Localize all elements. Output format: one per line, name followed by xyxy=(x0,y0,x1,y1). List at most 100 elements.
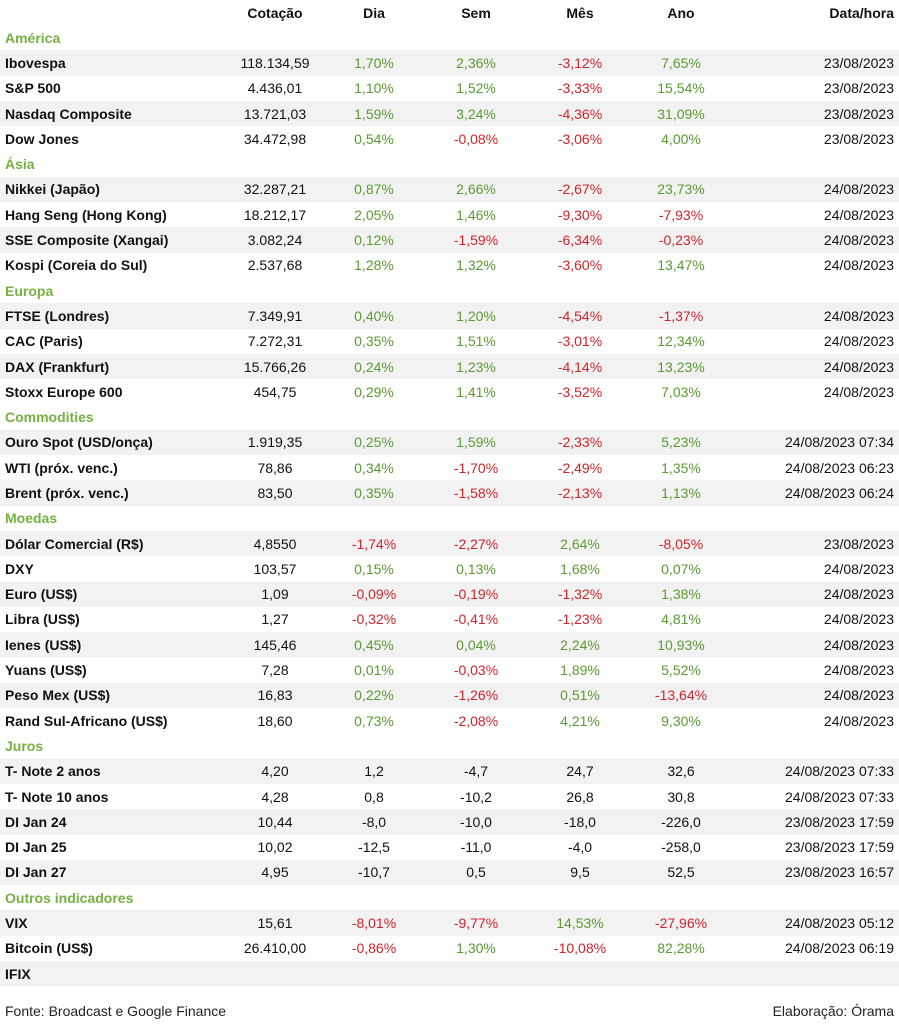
cell-sem: 1,59% xyxy=(424,429,528,456)
cell-dt: 24/08/2023 xyxy=(823,206,894,223)
cell-dia: 0,8 xyxy=(364,788,384,805)
cell-ano: 7,03% xyxy=(661,383,701,400)
cell-dt: 23/08/2023 xyxy=(730,100,899,127)
cell-dt: 23/08/2023 xyxy=(823,80,894,97)
cell-sem: -0,03% xyxy=(453,662,499,679)
cell-dia: 0,35% xyxy=(324,480,424,506)
cell-dt: 24/08/2023 xyxy=(823,560,894,577)
table-row: VIX 15,61 -8,01% -9,77% 14,53% -27,96% 24/08/2… xyxy=(0,910,899,936)
cell-ano: 12,34% xyxy=(657,333,705,350)
cell-ano: 5,23% xyxy=(632,429,730,456)
cell-sem: -10,2 xyxy=(460,788,492,805)
cell-dia: 0,25% xyxy=(324,429,424,456)
cell-ano: 4,00% xyxy=(661,130,701,147)
cell-sem: 2,36% xyxy=(424,50,528,76)
table-row: Peso Mex (US$) 16,83 0,22% -1,26% 0,51% -13,6… xyxy=(0,682,899,709)
cell-mes: 2,24% xyxy=(528,632,632,658)
cell-ano: -7,93% xyxy=(658,206,704,223)
cell-mes: -2,49% xyxy=(557,459,603,476)
cell-ano: 30,8 xyxy=(667,788,695,805)
row-name: Nikkei (Japão) xyxy=(0,176,226,203)
table-row: IFIX xyxy=(0,960,899,987)
cell-dt: 24/08/2023 xyxy=(730,176,899,203)
table-row: Stoxx Europe 600 454,75 0,29% 1,41% -3,52% 7,… xyxy=(0,379,899,404)
cell-dt: 24/08/2023 xyxy=(730,581,899,607)
cell-mes: -6,34% xyxy=(528,227,632,253)
cell-dt: 24/08/2023 xyxy=(823,611,894,628)
row-name: DI Jan 27 xyxy=(0,859,226,886)
cell-cot: 1.919,35 xyxy=(226,429,324,456)
cell-dt: 24/08/2023 07:33 xyxy=(785,788,894,805)
cell-dia: 0,29% xyxy=(354,383,394,400)
cell-dia: -1,74% xyxy=(324,530,424,557)
cell-dia: -12,5 xyxy=(358,839,390,856)
table-row: Yuans (US$) 7,28 0,01% -0,03% 1,89% 5,52% 24/0… xyxy=(0,657,899,682)
cell-cot: 1,27 xyxy=(261,611,289,628)
cell-mes: -3,06% xyxy=(557,130,603,147)
cell-cot: 4,28 xyxy=(261,788,289,805)
cell-ano: 5,52% xyxy=(661,662,701,679)
cell-dt: 23/08/2023 xyxy=(730,50,899,76)
table-row: Libra (US$) 1,27 -0,32% -0,41% -1,23% 4,81% 24… xyxy=(0,607,899,632)
row-name: FTSE (Londres) xyxy=(0,303,226,329)
cell-sem: -4,7 xyxy=(424,758,528,784)
cell-ano: 82,28% xyxy=(657,940,705,957)
table-row: DI Jan 25 10,02 -12,5 -11,0 -4,0 -258,0 23/08/… xyxy=(0,835,899,860)
cell-sem: 1,41% xyxy=(456,383,496,400)
cell-mes: -1,23% xyxy=(557,611,603,628)
cell-dt: 24/08/2023 xyxy=(730,353,899,380)
cell-dt: 24/08/2023 07:34 xyxy=(730,429,899,456)
cell-cot: 16,83 xyxy=(226,682,324,709)
header-row: Cotação Dia Sem Mês Ano Data/hora xyxy=(0,0,899,25)
cell-ano: 31,09% xyxy=(632,100,730,127)
cell-cot: 4.436,01 xyxy=(247,80,303,97)
cell-mes: -1,32% xyxy=(528,581,632,607)
cell-cot: 78,86 xyxy=(257,459,293,476)
row-name: Rand Sul-Africano (US$) xyxy=(5,712,168,729)
cell-cot: 103,57 xyxy=(253,560,297,577)
cell-sem: -0,08% xyxy=(453,130,499,147)
table-row: Nikkei (Japão) 32.287,21 0,87% 2,66% -2,67% 2… xyxy=(0,176,899,203)
section-header: Moedas xyxy=(0,506,899,531)
cell-sem: 1,52% xyxy=(456,80,496,97)
cell-cot: 10,02 xyxy=(257,839,293,856)
cell-dt: 24/08/2023 xyxy=(823,712,894,729)
cell-sem: 3,24% xyxy=(424,100,528,127)
cell-ano: 13,23% xyxy=(632,353,730,380)
row-name: T- Note 10 anos xyxy=(5,788,109,805)
cell-ano: 0,07% xyxy=(661,560,701,577)
cell-mes: -2,13% xyxy=(528,480,632,506)
section-title: Juros xyxy=(5,737,44,754)
cell-ano: -8,05% xyxy=(632,530,730,557)
cell-cot: 4,95 xyxy=(226,859,324,886)
cell-mes: 0,51% xyxy=(528,682,632,709)
cell-mes: -2,67% xyxy=(528,176,632,203)
row-name: DAX (Frankfurt) xyxy=(0,353,226,380)
section-title: Commodities xyxy=(5,409,94,426)
cell-dia: 1,59% xyxy=(324,100,424,127)
row-name: Libra (US$) xyxy=(5,611,80,628)
cell-ano: 52,5 xyxy=(632,859,730,886)
table-row: FTSE (Londres) 7.349,91 0,40% 1,20% -4,54% -1… xyxy=(0,303,899,329)
cell-ano: -0,23% xyxy=(632,227,730,253)
cell-sem: -1,58% xyxy=(424,480,528,506)
cell-sem: 1,46% xyxy=(456,206,496,223)
row-name: Dólar Comercial (R$) xyxy=(0,530,226,557)
row-name: Hang Seng (Hong Kong) xyxy=(5,206,167,223)
cell-sem: 0,04% xyxy=(424,632,528,658)
table-row: Dow Jones 34.472,98 0,54% -0,08% -3,06% 4,00%… xyxy=(0,126,899,151)
cell-dia: 0,35% xyxy=(354,333,394,350)
table-row: Kospi (Coreia do Sul) 2.537,68 1,28% 1,32% -… xyxy=(0,253,899,278)
cell-cot: 1,09 xyxy=(226,581,324,607)
cell-dia: 0,40% xyxy=(324,303,424,329)
table-row: Euro (US$) 1,09 -0,09% -0,19% -1,32% 1,38% 24/… xyxy=(0,581,899,607)
cell-dt: 24/08/2023 xyxy=(823,257,894,274)
cell-dia: -0,86% xyxy=(351,940,397,957)
section-title: Moedas xyxy=(5,510,58,527)
section-title: América xyxy=(5,29,61,46)
table-row: DI Jan 24 10,44 -8,0 -10,0 -18,0 -226,0 23/08/… xyxy=(0,809,899,835)
cell-cot: 2.537,68 xyxy=(247,257,303,274)
cell-ano: 10,93% xyxy=(632,632,730,658)
source-note: Fonte: Broadcast e Google Finance xyxy=(5,1003,227,1019)
row-name: VIX xyxy=(0,910,226,936)
